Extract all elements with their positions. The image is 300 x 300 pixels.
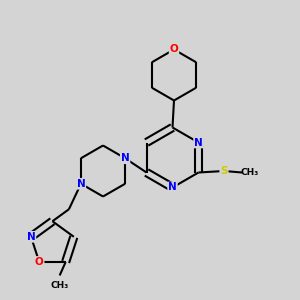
Text: N: N bbox=[76, 179, 85, 189]
Text: CH₃: CH₃ bbox=[240, 168, 259, 177]
Text: S: S bbox=[220, 166, 228, 176]
Text: N: N bbox=[27, 232, 35, 242]
Text: O: O bbox=[169, 44, 178, 55]
Text: N: N bbox=[194, 137, 203, 148]
Text: O: O bbox=[35, 257, 44, 267]
Text: N: N bbox=[121, 153, 130, 163]
Text: N: N bbox=[168, 182, 177, 193]
Text: CH₃: CH₃ bbox=[50, 281, 69, 290]
